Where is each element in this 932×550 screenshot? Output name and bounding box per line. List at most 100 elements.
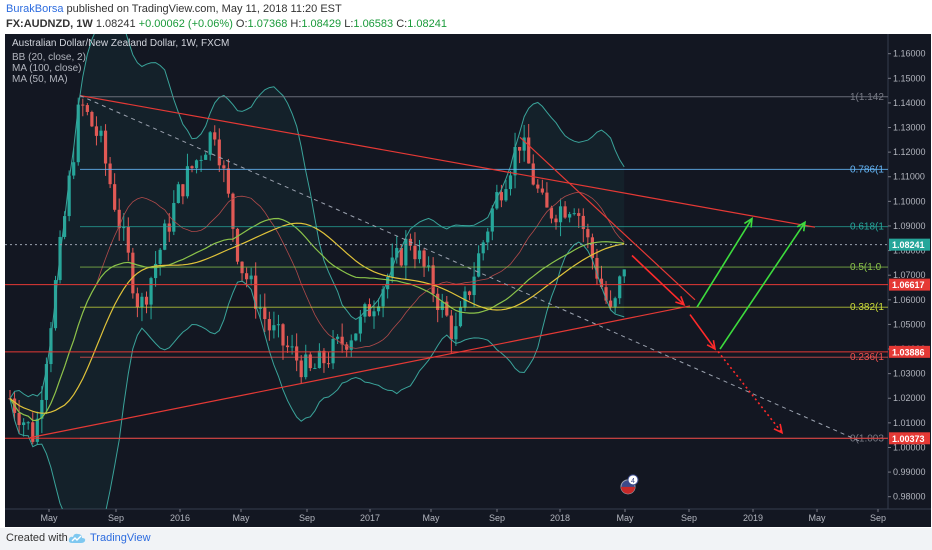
candle-body bbox=[208, 132, 212, 155]
price-tick-label: 1.15000 bbox=[893, 73, 926, 83]
candle-body bbox=[508, 175, 513, 190]
fib-level-label: 0.236(1 bbox=[850, 352, 884, 363]
candle-body bbox=[495, 192, 499, 209]
candle-body bbox=[263, 307, 267, 320]
symbol-label: FX:AUDNZD, 1W bbox=[6, 18, 93, 30]
candle-body bbox=[522, 137, 526, 151]
candle-body bbox=[285, 345, 290, 348]
high-label: H: bbox=[290, 18, 302, 30]
candle-body bbox=[531, 163, 535, 185]
price-tick-label: 1.01000 bbox=[893, 418, 926, 428]
candle-body bbox=[222, 165, 226, 169]
candle-body bbox=[545, 192, 549, 208]
time-tick-label: Sep bbox=[681, 513, 697, 523]
candle-body bbox=[490, 208, 494, 232]
fib-level-label: 0.5(1.0 bbox=[850, 262, 882, 273]
time-tick-label: Sep bbox=[299, 513, 315, 523]
created-with-text: Created with bbox=[6, 532, 68, 544]
candle-body bbox=[372, 311, 376, 317]
tradingview-brand[interactable]: TradingView bbox=[90, 532, 151, 544]
fib-level-label: 0(1.003 bbox=[850, 433, 884, 444]
candle-body bbox=[81, 104, 85, 106]
price-change: +0.00062 (+0.06%) bbox=[138, 18, 233, 30]
price-tick-label: 1.06000 bbox=[893, 295, 926, 305]
candle-body bbox=[53, 280, 58, 329]
candle-body bbox=[381, 289, 385, 307]
time-tick-label: May bbox=[40, 513, 58, 523]
price-tag-bg bbox=[889, 345, 930, 358]
candle-body bbox=[17, 412, 21, 426]
price-chart[interactable]: 1(1.142 0.786(1 0.618(1 0.5(1.0 0.382(1 0.236… bbox=[0, 32, 932, 528]
candle-body bbox=[358, 316, 362, 334]
candle-body bbox=[504, 189, 508, 201]
time-tick-label: 2017 bbox=[360, 513, 380, 523]
price-tick-label: 1.09000 bbox=[893, 221, 926, 231]
event-icon-lower bbox=[621, 486, 635, 494]
candle-body bbox=[568, 214, 572, 218]
candle-body bbox=[454, 326, 458, 340]
candle-body bbox=[445, 301, 449, 316]
candle-body bbox=[518, 146, 522, 151]
trendline bbox=[519, 136, 696, 301]
price-tick-label: 1.11000 bbox=[893, 172, 925, 182]
candle-body bbox=[340, 336, 344, 345]
candle-body bbox=[276, 324, 281, 326]
candle-body bbox=[158, 249, 162, 264]
fib-level-label: 0.382(1 bbox=[850, 302, 884, 313]
candle-body bbox=[513, 146, 517, 176]
candle-body bbox=[176, 184, 180, 204]
candle-body bbox=[477, 253, 481, 277]
plot-area-bg bbox=[5, 34, 888, 509]
candle-body bbox=[140, 296, 144, 308]
time-tick-label: Sep bbox=[870, 513, 886, 523]
candle-body bbox=[122, 226, 126, 229]
open-value: 1.07368 bbox=[247, 18, 288, 30]
fib-level-label: 0.618(1 bbox=[850, 222, 884, 233]
candle-body bbox=[267, 319, 271, 331]
candle-body bbox=[126, 226, 130, 253]
candle-body bbox=[577, 213, 581, 216]
candle-body bbox=[581, 215, 585, 230]
candle-body bbox=[313, 368, 317, 370]
fib-level-label: 0.786(1 bbox=[850, 164, 884, 175]
high-value: 1.08429 bbox=[301, 18, 342, 30]
price-tick-label: 0.98000 bbox=[893, 492, 926, 502]
candle-body bbox=[481, 242, 485, 254]
candle-body bbox=[499, 192, 503, 201]
trendline bbox=[29, 305, 691, 439]
candle-body bbox=[249, 275, 253, 280]
time-tick-label: May bbox=[232, 513, 250, 523]
candle-body bbox=[618, 276, 622, 299]
candle-body bbox=[399, 247, 403, 266]
candle-body bbox=[336, 336, 340, 339]
candle-body bbox=[199, 159, 203, 161]
candle-body bbox=[386, 277, 390, 290]
candle-body bbox=[440, 301, 444, 310]
close-value: 1.08241 bbox=[407, 18, 447, 30]
candle-body bbox=[404, 238, 408, 266]
event-count-badge bbox=[627, 474, 639, 486]
price-tick-label: 1.10000 bbox=[893, 196, 926, 206]
author-link[interactable]: BurakBorsa bbox=[6, 3, 64, 15]
candle-body bbox=[231, 193, 235, 229]
candle-body bbox=[67, 175, 71, 217]
projection-arrow-head bbox=[743, 217, 753, 228]
projection-arrow-shaft bbox=[631, 254, 685, 306]
candle-body bbox=[217, 139, 221, 166]
candle-body bbox=[144, 296, 149, 305]
indicator-label: BB (20, close, 2) bbox=[12, 52, 86, 63]
projection-arrow-head bbox=[796, 220, 807, 232]
candle-body bbox=[554, 218, 558, 223]
candle-body bbox=[258, 307, 262, 309]
candle-body bbox=[558, 206, 563, 223]
ohlc-bar: FX:AUDNZD, 1W 1.08241 +0.00062 (+0.06%) … bbox=[6, 18, 447, 30]
chart-title: Australian Dollar/New Zealand Dollar, 1W… bbox=[12, 38, 229, 49]
candle-body bbox=[413, 245, 417, 260]
projection-arrow-shaft bbox=[696, 218, 753, 308]
indicator-label: MA (50, MA) bbox=[12, 74, 68, 85]
candle-body bbox=[449, 315, 453, 340]
candle-body bbox=[472, 276, 476, 296]
candle-body bbox=[103, 130, 108, 164]
candle-body bbox=[49, 328, 53, 365]
candle-body bbox=[331, 338, 335, 364]
